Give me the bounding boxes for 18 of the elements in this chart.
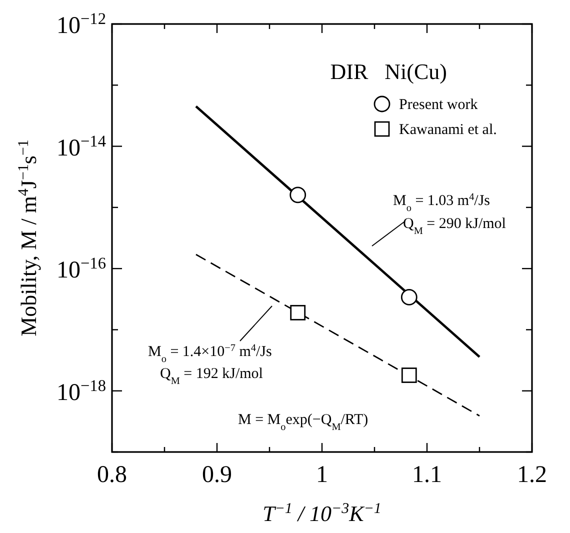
- x-axis-title: T$^{−1}$ / 10$^{−3}$K$^{−1}$: [262, 501, 382, 526]
- x-tick-label: 0.8: [97, 462, 127, 488]
- annotation: Q$_{M}$ = 290 kJ/mol: [403, 216, 506, 236]
- legend-label: Present work: [399, 97, 478, 113]
- y-tick-label: 10$^{−14}$: [56, 130, 106, 162]
- x-tick-label: 0.9: [202, 462, 232, 488]
- y-tick-label: 10$^{−12}$: [56, 8, 106, 39]
- annotation: M$_{o}$ = 1.4×10$^{−7}$ m$^{4}$/Js: [148, 342, 272, 364]
- annotation: M$_{o}$ = 1.03 m$^{4}$/Js: [393, 192, 490, 214]
- annotation: Q$_{M}$ = 192 kJ/mol: [160, 366, 263, 386]
- text: DIR Ni(Cu): [330, 59, 447, 84]
- x-tick-label: 1: [316, 462, 328, 488]
- x-tick-label: 1.2: [517, 462, 547, 488]
- y-tick-label: 10$^{−16}$: [56, 253, 106, 284]
- x-tick-label: 1.1: [412, 462, 442, 488]
- y-tick-label: 10$^{−18}$: [56, 375, 106, 406]
- legend-label: Kawanami et al.: [399, 122, 497, 138]
- annotation: M = M$_{o}$exp(−Q$_{M}$/RT): [238, 412, 368, 432]
